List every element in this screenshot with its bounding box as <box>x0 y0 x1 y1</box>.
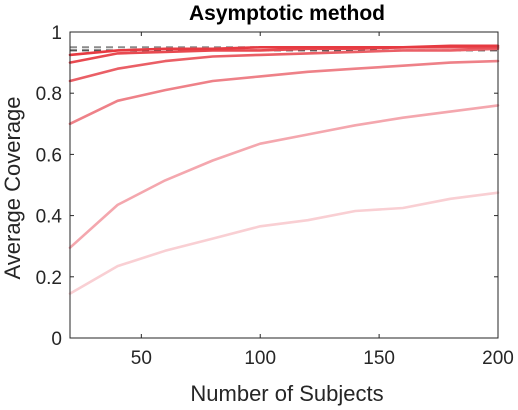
y-tick-label: 0 <box>51 329 62 350</box>
y-tick-label: 0.4 <box>36 207 63 228</box>
y-tick-label: 0.6 <box>36 145 62 166</box>
series-line-4 <box>68 47 500 83</box>
series-line-1 <box>68 191 500 295</box>
plot-area <box>68 44 500 295</box>
x-tick-label: 100 <box>244 348 276 369</box>
y-axis-label: Average Coverage <box>0 96 25 279</box>
x-axis-label: Number of Subjects <box>190 381 383 406</box>
x-tick-label: 150 <box>363 348 395 369</box>
x-tick-label: 50 <box>131 348 152 369</box>
series-line-3 <box>68 59 500 126</box>
chart-title: Asymptotic method <box>189 2 385 25</box>
x-tick-label: 200 <box>482 348 514 369</box>
axes-box <box>69 31 499 339</box>
y-tick-label: 0.2 <box>36 268 62 289</box>
series-line-2 <box>68 104 500 249</box>
axes: 50 100 150 200 0 0.2 0.4 0.6 0.8 1 <box>36 23 514 369</box>
y-tick-label: 0.8 <box>36 84 62 105</box>
y-tick-label: 1 <box>51 23 62 44</box>
series-line-6 <box>68 44 500 57</box>
